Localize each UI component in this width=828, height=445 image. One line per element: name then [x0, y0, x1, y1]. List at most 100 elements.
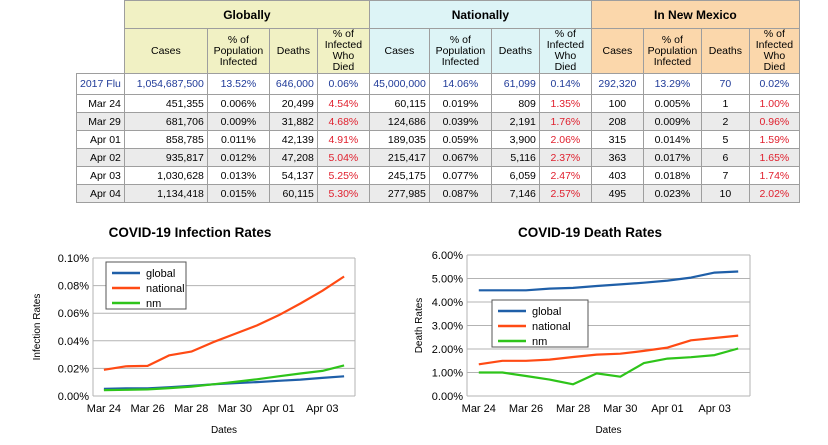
column-header: Cases	[368, 28, 430, 74]
legend-label: nm	[532, 336, 547, 348]
table-cell: 60,115	[268, 184, 318, 203]
table-cell: 0.018%	[642, 166, 702, 185]
table-cell: 14.06%	[428, 73, 492, 95]
row-label: Apr 04	[76, 184, 125, 203]
legend-box	[105, 261, 187, 310]
series-line-national	[478, 334, 739, 366]
series-line-nm	[103, 364, 345, 392]
table-cell: 1	[700, 94, 750, 113]
table-cell: 20,499	[268, 94, 318, 113]
flu-row: 2017 Flu 1,054,687,500 13.52% 646,000 0.06% 4…	[76, 73, 800, 95]
table-cell: 13.29%	[642, 73, 702, 95]
table-cell: 0.06%	[316, 73, 370, 95]
legend-label: national	[532, 321, 571, 333]
y-tick-label: 0.00%	[58, 391, 89, 403]
table-cell: 315	[590, 130, 644, 149]
table-cell: 0.96%	[748, 112, 800, 131]
x-tick-label: Mar 26	[509, 403, 543, 415]
y-tick-label: 0.06%	[58, 308, 89, 320]
table-cell: 858,785	[123, 130, 208, 149]
table-row: Apr 04 1,134,418 0.015% 60,115 5.30% 277,985 0…	[76, 184, 800, 203]
table-row: Apr 03 1,030,628 0.013% 54,137 5.25% 245,175 0…	[76, 166, 800, 185]
table-cell: 2.02%	[748, 184, 800, 203]
table-cell: 5.04%	[316, 148, 370, 167]
y-tick-label: 3.00%	[432, 321, 463, 333]
column-header: % of Infected Who Died	[316, 28, 370, 74]
y-tick-label: 0.04%	[58, 336, 89, 348]
table-cell: 0.005%	[642, 94, 702, 113]
table-cell: 495	[590, 184, 644, 203]
column-header: Cases	[590, 28, 644, 74]
table-cell: 2.57%	[538, 184, 592, 203]
y-tick-label: 0.02%	[58, 363, 89, 375]
table-cell: 2,191	[490, 112, 540, 131]
table-cell: 2.37%	[538, 148, 592, 167]
row-label: Mar 29	[76, 112, 125, 131]
table-cell: 935,817	[123, 148, 208, 167]
row-label: Apr 03	[76, 166, 125, 185]
legend-label: national	[146, 283, 185, 295]
column-header: Deaths	[700, 28, 750, 74]
table-cell: 0.009%	[206, 112, 270, 131]
table-cell: 0.067%	[428, 148, 492, 167]
table-cell: 13.52%	[206, 73, 270, 95]
table-cell: 0.015%	[206, 184, 270, 203]
group-header: In New Mexico	[590, 0, 800, 29]
y-axis-label: Infection Rates	[32, 294, 43, 361]
table-cell: 5	[700, 130, 750, 149]
table-row: Mar 29 681,706 0.009% 31,882 4.68% 124,686 0.0…	[76, 112, 800, 131]
table-cell: 42,139	[268, 130, 318, 149]
sub-header-row: Cases% of Population Infected Deaths% of …	[77, 28, 800, 74]
table-cell: 3,900	[490, 130, 540, 149]
table-cell: 363	[590, 148, 644, 167]
table-cell: 403	[590, 166, 644, 185]
group-header: Nationally	[368, 0, 592, 29]
group-header: Globally	[123, 0, 370, 29]
row-label: Apr 02	[76, 148, 125, 167]
table-cell: 5,116	[490, 148, 540, 167]
table-cell: 1,134,418	[123, 184, 208, 203]
row-label: 2017 Flu	[76, 73, 125, 95]
chart-title: COVID-19 Death Rates	[518, 225, 662, 240]
table-cell: 100	[590, 94, 644, 113]
table-cell: 70	[700, 73, 750, 95]
column-header: Deaths	[268, 28, 318, 74]
table-cell: 45,000,000	[368, 73, 430, 95]
column-header: % of Population Infected	[206, 28, 270, 74]
y-tick-label: 0.00%	[432, 391, 463, 403]
x-tick-label: Mar 30	[218, 403, 252, 415]
table-cell: 1.00%	[748, 94, 800, 113]
table-cell: 5.25%	[316, 166, 370, 185]
table-cell: 215,417	[368, 148, 430, 167]
y-tick-label: 6.00%	[432, 250, 463, 262]
table-cell: 189,035	[368, 130, 430, 149]
column-header: % of Infected Who Died	[538, 28, 592, 74]
legend-label: global	[146, 268, 175, 280]
table-cell: 4.54%	[316, 94, 370, 113]
x-tick-label: Mar 28	[174, 403, 208, 415]
table-cell: 292,320	[590, 73, 644, 95]
table-cell: 2.47%	[538, 166, 592, 185]
x-axis-label: Dates	[211, 425, 237, 436]
table-cell: 1.74%	[748, 166, 800, 185]
table-cell: 208	[590, 112, 644, 131]
table-cell: 0.011%	[206, 130, 270, 149]
table-cell: 245,175	[368, 166, 430, 185]
covid-stats-table: Globally Nationally In New Mexico Cases% of…	[76, 0, 800, 203]
table-cell: 0.02%	[748, 73, 800, 95]
y-tick-label: 5.00%	[432, 274, 463, 286]
table-cell: 646,000	[268, 73, 318, 95]
table-cell: 0.014%	[642, 130, 702, 149]
y-tick-label: 0.10%	[58, 253, 89, 265]
table-cell: 10	[700, 184, 750, 203]
table-cell: 809	[490, 94, 540, 113]
table-cell: 2	[700, 112, 750, 131]
table-cell: 1.35%	[538, 94, 592, 113]
table-cell: 1.59%	[748, 130, 800, 149]
x-tick-label: Apr 01	[262, 403, 294, 415]
table-cell: 4.91%	[316, 130, 370, 149]
column-header: Cases	[123, 28, 208, 74]
table-cell: 7,146	[490, 184, 540, 203]
table-cell: 681,706	[123, 112, 208, 131]
table-cell: 0.006%	[206, 94, 270, 113]
